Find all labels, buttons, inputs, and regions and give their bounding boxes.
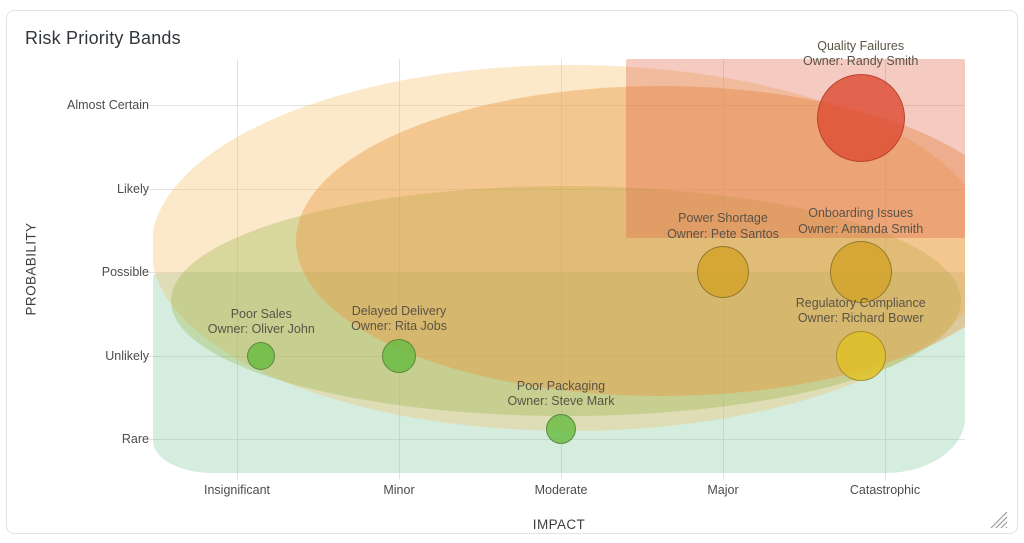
x-tick-label: Minor bbox=[383, 483, 415, 497]
risk-band-extreme bbox=[626, 59, 965, 238]
risk-bubble-poor-packaging[interactable] bbox=[546, 413, 576, 444]
x-tick-label: Insignificant bbox=[203, 483, 271, 497]
bubble-label-title: Poor Sales bbox=[230, 306, 292, 321]
gridline-vertical bbox=[399, 59, 400, 479]
gridline-horizontal bbox=[147, 272, 965, 273]
x-tick-label: Major bbox=[707, 483, 739, 497]
x-axis-title: IMPACT bbox=[532, 517, 586, 532]
chart-card: Risk Priority Bands PROBABILITY Quality … bbox=[6, 10, 1018, 534]
y-tick-label: Almost Certain bbox=[67, 98, 149, 112]
bubble-label-title: Power Shortage bbox=[678, 211, 768, 225]
risk-bubble-regulatory-compliance[interactable] bbox=[835, 330, 886, 381]
bubble-label-owner: Owner: Oliver John bbox=[207, 322, 315, 336]
y-tick-label: Unlikely bbox=[105, 348, 149, 363]
bubble-label-owner: Owner: Richard Bower bbox=[797, 311, 924, 325]
bubble-label-title: Delayed Delivery bbox=[351, 303, 447, 318]
risk-bubble-poor-sales[interactable] bbox=[247, 341, 276, 370]
chart-title: Risk Priority Bands bbox=[25, 28, 181, 48]
bubble-label-owner: Owner: Steve Mark bbox=[507, 394, 615, 409]
x-tick-label: Moderate bbox=[534, 483, 588, 497]
risk-bubble-quality-failures[interactable] bbox=[816, 73, 905, 162]
resize-handle-icon[interactable] bbox=[987, 508, 1009, 530]
bubble-label-owner: Owner: Randy Smith bbox=[803, 54, 919, 69]
risk-bubble-delayed-delivery[interactable] bbox=[382, 338, 416, 373]
y-tick-label: Likely bbox=[117, 181, 149, 196]
risk-bubble-power-shortage[interactable] bbox=[697, 246, 749, 298]
bubble-label-poor-sales: Poor Sales Owner: Oliver John bbox=[208, 307, 315, 338]
bubble-label-title: Onboarding Issues bbox=[808, 206, 914, 220]
gridline-vertical bbox=[561, 59, 562, 479]
bubble-label-power-shortage: Power Shortage Owner: Pete Santos bbox=[667, 211, 779, 242]
bubble-label-onboarding-issues: Onboarding Issues Owner: Amanda Smith bbox=[798, 206, 923, 237]
bubble-label-quality-failures: Quality Failures Owner: Randy Smith bbox=[803, 39, 918, 70]
risk-bubble-onboarding-issues[interactable] bbox=[829, 241, 892, 303]
y-tick-label: Possible bbox=[101, 265, 149, 279]
gridline-vertical bbox=[237, 59, 238, 479]
plot-area: Quality Failures Owner: Randy Smith Onboar… bbox=[147, 39, 965, 479]
gridline-horizontal bbox=[147, 105, 965, 106]
bubble-label-owner: Owner: Rita Jobs bbox=[351, 319, 447, 333]
gridline-horizontal bbox=[147, 188, 965, 190]
bubble-label-delayed-delivery: Delayed Delivery Owner: Rita Jobs bbox=[351, 304, 447, 335]
bubble-label-owner: Owner: Amanda Smith bbox=[798, 221, 924, 236]
bubble-label-regulatory-compliance: Regulatory Compliance Owner: Richard Bowe… bbox=[796, 296, 926, 327]
gridline-horizontal bbox=[147, 355, 965, 357]
bubble-label-owner: Owner: Pete Santos bbox=[667, 226, 779, 241]
risk-band-moderate bbox=[171, 186, 961, 416]
bubble-label-poor-packaging: Poor Packaging Owner: Steve Mark bbox=[508, 379, 615, 410]
bubble-label-title: Quality Failures bbox=[817, 38, 905, 53]
y-tick-label: Rare bbox=[121, 432, 149, 446]
bubble-label-title: Regulatory Compliance bbox=[795, 295, 926, 310]
bubble-label-title: Poor Packaging bbox=[516, 378, 606, 393]
x-tick-label: Catastrophic bbox=[849, 483, 921, 497]
